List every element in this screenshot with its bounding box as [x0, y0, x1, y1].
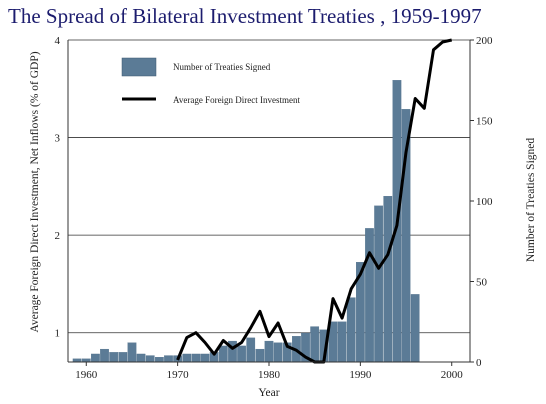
- legend-line-label: Average Foreign Direct Investment: [173, 95, 301, 105]
- bar-1969: [164, 355, 173, 363]
- x-tick-1960: 1960: [75, 369, 98, 381]
- tick-labels: 1960 1970 1980 1990 2000 1 2 3 4 0 50 100 150 200: [55, 35, 494, 381]
- bar-1988: [337, 321, 347, 363]
- y-right-tick-0: 0: [476, 357, 482, 369]
- bar-1980: [264, 340, 274, 363]
- y-right-tick-200: 200: [476, 35, 493, 47]
- y-right-tick-100: 100: [476, 196, 493, 208]
- bar-1979: [255, 348, 265, 363]
- y-right-tick-150: 150: [476, 116, 493, 128]
- y-left-tick-2: 2: [55, 230, 61, 242]
- bar-1968: [155, 357, 164, 363]
- y-left-tick-1: 1: [55, 328, 61, 340]
- bar-1989: [346, 297, 356, 363]
- bar-1965: [127, 342, 137, 363]
- bar-1975: [218, 345, 228, 363]
- line-series-layer: [176, 38, 453, 364]
- y-left-tick-3: 3: [55, 133, 61, 145]
- bar-1981: [273, 342, 283, 363]
- bar-1993: [383, 196, 393, 363]
- x-tick-1970: 1970: [167, 369, 190, 381]
- y-axis-left-label: Average Foreign Direct Investment, Net I…: [29, 51, 41, 332]
- fdi-line: [176, 38, 453, 364]
- x-axis-label: Year: [258, 387, 279, 399]
- bar-1985: [310, 326, 320, 363]
- legend: Number of Treaties Signed Average Foreig…: [121, 57, 301, 105]
- bar-1972: [191, 353, 201, 363]
- bar-1977: [237, 345, 246, 363]
- x-tick-1980: 1980: [258, 369, 281, 381]
- bar-1961: [91, 353, 100, 363]
- y-axis-right-label: Number of Treaties Signed: [525, 138, 537, 263]
- bar-1992: [374, 205, 383, 363]
- y-left-tick-4: 4: [55, 35, 61, 47]
- y-right-tick-50: 50: [476, 277, 488, 289]
- bar-1963: [109, 352, 119, 363]
- bar-1996: [410, 294, 420, 363]
- bar-1967: [145, 355, 155, 363]
- legend-bar-swatch: [121, 57, 157, 77]
- x-tick-1990: 1990: [349, 369, 372, 381]
- bar-1966: [136, 353, 146, 363]
- legend-bar-label: Number of Treaties Signed: [173, 62, 271, 72]
- bar-1962: [100, 348, 109, 363]
- bar-1971: [182, 353, 192, 363]
- bar-1973: [200, 353, 210, 363]
- bar-series: [72, 80, 420, 363]
- chart-title: The Spread of Bilateral Investment Treat…: [8, 4, 482, 28]
- bar-1991: [365, 228, 374, 363]
- bar-1964: [118, 352, 128, 363]
- bar-1978: [246, 337, 256, 363]
- x-tick-2000: 2000: [441, 369, 464, 381]
